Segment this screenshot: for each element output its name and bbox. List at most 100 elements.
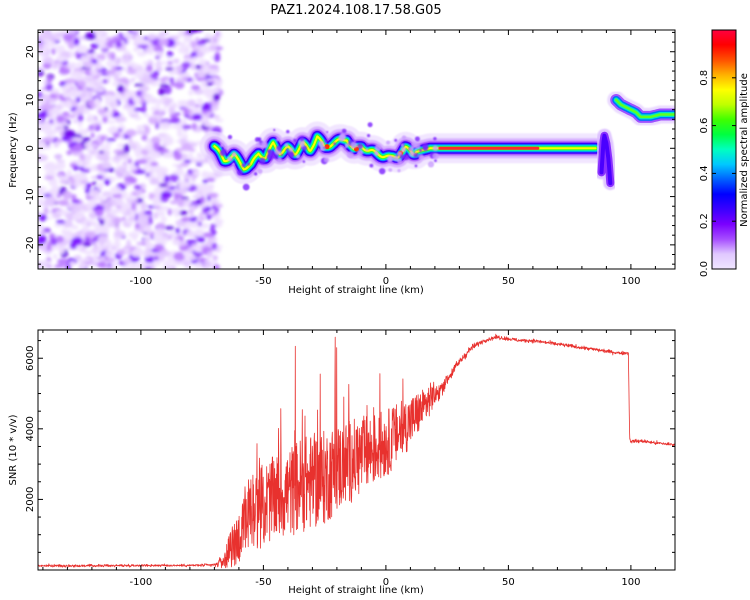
noise-blob [59, 124, 64, 132]
spectrogram-x-tick-label: -50 [255, 276, 271, 287]
noise-blob [183, 173, 191, 181]
speckle [302, 160, 306, 163]
ridge-core-spot [324, 144, 330, 150]
noise-blob [103, 70, 114, 74]
noise-blob [191, 204, 196, 209]
noise-blob [85, 147, 93, 152]
noise-blob [84, 141, 91, 148]
noise-blob [73, 119, 78, 124]
noise-blob [176, 167, 185, 177]
noise-blob [130, 77, 136, 82]
noise-blob [61, 228, 68, 235]
noise-blob [85, 201, 97, 209]
noise-blob [134, 70, 144, 79]
noise-blob [104, 179, 111, 186]
speckle [326, 131, 329, 133]
speckle [400, 146, 407, 153]
noise-blob [113, 240, 121, 249]
noise-blob [58, 68, 71, 75]
noise-blob [190, 40, 197, 49]
noise-blob [180, 217, 190, 222]
noise-blob [167, 236, 172, 240]
noise-blob [83, 107, 91, 115]
noise-blob [62, 190, 73, 200]
speckle [365, 148, 369, 152]
noise-blob [43, 206, 49, 215]
noise-blob [85, 182, 92, 189]
speckle [227, 134, 233, 140]
noise-blob [90, 43, 100, 49]
speckle [393, 155, 399, 162]
noise-blob [105, 99, 111, 107]
noise-blob [159, 148, 170, 153]
speckle [254, 172, 258, 176]
speckle [414, 143, 421, 150]
noise-blob [140, 96, 145, 105]
noise-blob [93, 241, 98, 247]
noise-blob [140, 201, 148, 211]
speckle [284, 143, 289, 148]
noise-blob [177, 100, 189, 104]
noise-blob [178, 210, 188, 216]
noise-blob [77, 61, 82, 70]
noise-blob [125, 129, 137, 137]
ridge-speckle [219, 122, 439, 191]
noise-blob [84, 61, 95, 69]
noise-blob [131, 202, 136, 211]
noise-blob [152, 260, 162, 266]
noise-blob [44, 122, 55, 127]
noise-blob [151, 252, 163, 257]
noise-blob [91, 123, 99, 128]
noise-blob [80, 172, 87, 179]
speckle [414, 164, 418, 168]
noise-blob [69, 73, 81, 78]
speckle [277, 157, 283, 163]
noise-blob [95, 78, 104, 84]
noise-blob [97, 153, 108, 162]
speckle [434, 159, 437, 163]
noise-blob [141, 105, 147, 114]
noise-blob [211, 114, 220, 119]
noise-region [38, 30, 224, 269]
noise-blob [97, 58, 102, 66]
noise-blob [113, 230, 126, 238]
noise-blob [179, 242, 185, 247]
noise-blob [134, 184, 142, 190]
noise-blob [136, 130, 147, 135]
noise-blob [168, 266, 174, 269]
snr-x-tick-label: -100 [130, 577, 153, 588]
noise-blob [105, 266, 114, 269]
noise-blob [137, 44, 149, 49]
noise-blob [56, 161, 66, 170]
noise-blob [70, 194, 77, 200]
noise-blob [136, 159, 148, 164]
noise-blob [95, 209, 104, 217]
noise-blob [175, 227, 181, 234]
noise-blob [44, 161, 57, 171]
noise-blob [183, 159, 192, 163]
noise-blob [49, 187, 59, 196]
speckle [344, 143, 349, 148]
noise-blob [67, 62, 77, 70]
noise-blob [88, 211, 98, 220]
speckle [242, 183, 250, 191]
noise-blob [56, 154, 61, 161]
noise-blob [100, 39, 106, 48]
noise-blob [54, 264, 65, 269]
noise-blob [158, 113, 163, 118]
noise-blob [49, 94, 57, 99]
noise-blob [208, 192, 219, 199]
noise-blob [160, 216, 167, 223]
noise-blob [153, 212, 159, 220]
noise-blob [207, 260, 219, 264]
noise-blob [76, 159, 84, 166]
speckle [401, 135, 407, 140]
noise-blob [156, 230, 166, 236]
noise-blob [167, 208, 172, 216]
speckle [418, 148, 423, 153]
noise-blob [66, 114, 77, 119]
noise-blob [56, 115, 64, 123]
noise-blob [115, 40, 123, 49]
